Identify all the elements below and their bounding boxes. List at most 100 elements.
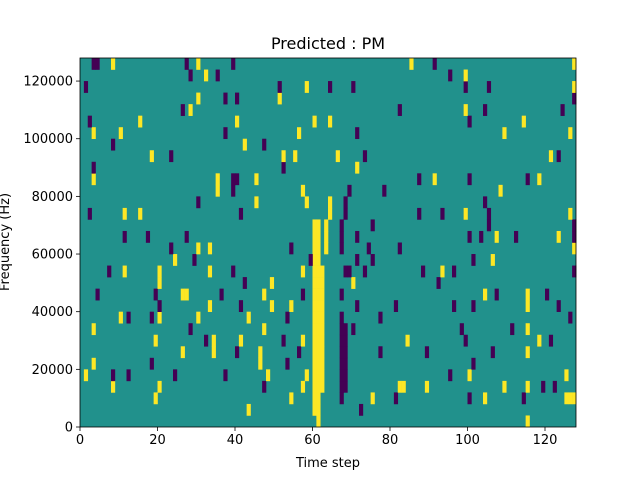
heatmap-cell-high — [312, 334, 317, 347]
heatmap-cell-high — [328, 196, 333, 209]
heatmap-cell-low — [483, 196, 488, 209]
heatmap-cell-low — [552, 380, 557, 393]
heatmap-cell-high — [498, 184, 503, 197]
heatmap-cell-high — [196, 311, 201, 324]
heatmap-cell-high — [312, 311, 317, 324]
heatmap-cell-low — [339, 369, 344, 382]
heatmap-cell-high — [180, 346, 185, 359]
heatmap-cell-high — [316, 403, 321, 416]
heatmap-cell-high — [316, 357, 321, 370]
heatmap-cell-high — [572, 81, 577, 93]
heatmap-cell-low — [262, 138, 267, 151]
heatmap-cell-low — [343, 207, 348, 220]
heatmap-cell-low — [355, 300, 360, 312]
heatmap-cell-high — [269, 300, 275, 312]
heatmap-cell-high — [180, 288, 185, 301]
heatmap-cell-high — [312, 380, 317, 393]
heatmap-cell-high — [312, 369, 317, 382]
heatmap-cell-low — [417, 207, 422, 220]
heatmap-cell-low — [308, 254, 313, 266]
x-tick-label: 120 — [533, 433, 558, 448]
heatmap-cell-low — [153, 288, 158, 301]
heatmap-cell-low — [204, 334, 209, 347]
heatmap-cell-high — [328, 115, 333, 128]
heatmap-cell-low — [231, 58, 236, 70]
heatmap-cell-low — [83, 81, 89, 93]
heatmap-cell-high — [316, 230, 321, 243]
heatmap-cell-high — [316, 346, 321, 359]
heatmap-cell-high — [118, 127, 123, 140]
heatmap-cells — [80, 58, 577, 428]
heatmap-cell-low — [347, 184, 352, 197]
heatmap-cell-high — [370, 392, 375, 405]
x-tick-label: 80 — [382, 433, 399, 448]
heatmap-cell-low — [235, 346, 240, 359]
heatmap-cell-low — [231, 173, 236, 186]
heatmap-cell-high — [316, 369, 321, 382]
heatmap-cell-high — [207, 265, 213, 278]
heatmap-cell-low — [560, 104, 565, 116]
heatmap-cell-low — [494, 288, 499, 301]
heatmap-cell-high — [204, 69, 209, 82]
heatmap-cell-low — [231, 265, 236, 278]
heatmap-cell-low — [378, 311, 383, 324]
heatmap-cell-high — [432, 173, 437, 186]
heatmap-cell-high — [324, 230, 329, 243]
heatmap-cell-low — [452, 300, 457, 312]
y-tick-label: 80000 — [32, 190, 73, 205]
heatmap-cell-high — [312, 300, 317, 312]
x-tick-label: 60 — [304, 433, 321, 448]
heatmap-cell-high — [173, 254, 178, 266]
heatmap-cell-low — [355, 254, 360, 266]
heatmap-cell-high — [207, 242, 213, 255]
heatmap-cell-high — [266, 369, 271, 382]
heatmap-cell-high — [548, 150, 554, 163]
heatmap-cell-low — [289, 242, 294, 255]
heatmap-cell-high — [564, 392, 569, 405]
heatmap-cell-high — [316, 415, 321, 428]
heatmap-cell-low — [479, 230, 484, 243]
heatmap-cell-high — [157, 380, 162, 393]
heatmap-cell-low — [149, 311, 154, 324]
heatmap-cell-high — [316, 265, 321, 278]
heatmap-cell-low — [91, 58, 96, 70]
heatmap-cell-high — [502, 127, 507, 140]
heatmap-cell-low — [339, 230, 344, 243]
heatmap-cell-high — [316, 288, 321, 301]
heatmap-cell-low — [339, 323, 344, 336]
heatmap-cell-high — [490, 254, 495, 266]
heatmap-cell-low — [459, 323, 464, 336]
heatmap-cell-low — [184, 58, 189, 70]
heatmap-cell-low — [421, 265, 426, 278]
y-tick-label: 0 — [65, 421, 73, 436]
axes-frame — [79, 57, 577, 428]
heatmap-cell-high — [568, 207, 573, 220]
heatmap-cell-high — [215, 184, 220, 197]
heatmap-cell-low — [328, 81, 333, 93]
heatmap-cell-low — [351, 323, 356, 336]
heatmap-cell-low — [370, 219, 375, 232]
heatmap-cell-high — [572, 392, 577, 405]
heatmap-cell-high — [320, 277, 325, 289]
heatmap-cell-high — [188, 104, 193, 116]
heatmap-cell-high — [157, 277, 162, 289]
heatmap-cell-low — [463, 334, 468, 347]
heatmap-cell-low — [366, 242, 371, 255]
heatmap-cell-high — [440, 265, 445, 278]
heatmap-cell-high — [405, 334, 410, 347]
heatmap-cell-high — [397, 380, 402, 393]
heatmap-cell-high — [312, 115, 317, 128]
heatmap-cell-high — [312, 346, 317, 359]
heatmap-cell-high — [312, 230, 317, 243]
y-tick-label: 100000 — [23, 132, 73, 147]
heatmap-cell-high — [463, 104, 468, 116]
heatmap-cell-high — [157, 265, 162, 278]
heatmap-cell-low — [242, 277, 247, 289]
heatmap-cell-low — [397, 104, 402, 116]
heatmap-cell-low — [126, 311, 131, 324]
heatmap-cell-high — [320, 311, 325, 324]
heatmap-cell-low — [192, 254, 197, 266]
heatmap-cell-high — [215, 173, 220, 186]
heatmap-cell-high — [494, 230, 499, 243]
heatmap-cell-high — [312, 277, 317, 289]
